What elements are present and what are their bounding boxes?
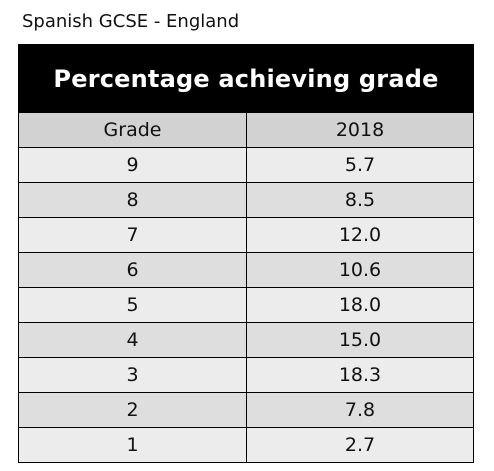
column-header-grade: Grade — [19, 113, 247, 147]
table-row: 4 15.0 — [19, 322, 473, 357]
column-header-year: 2018 — [335, 119, 385, 141]
table-row: 5 18.0 — [19, 287, 473, 322]
table-row: 9 5.7 — [19, 147, 473, 182]
table-body: 9 5.7 8 8.5 7 12.0 6 10.6 5 18.0 4 15.0 3 18.3 2 7.8 1 2.… — [19, 147, 473, 462]
percentage-cell: 8.5 — [344, 189, 376, 211]
percentage-cell: 2.7 — [344, 434, 376, 456]
table-row: 2 7.8 — [19, 392, 473, 427]
table-header-row: Grade 2018 — [19, 112, 473, 147]
percentage-cell: 5.7 — [344, 154, 376, 176]
grade-cell: 5 — [19, 288, 247, 322]
grade-cell: 7 — [19, 218, 247, 252]
grade-cell: 2 — [19, 393, 247, 427]
table-title: Percentage achieving grade — [19, 45, 473, 112]
percentage-cell: 18.3 — [338, 364, 382, 386]
grade-cell: 4 — [19, 323, 247, 357]
percentage-cell: 15.0 — [338, 329, 382, 351]
page-caption: Spanish GCSE - England — [22, 11, 240, 32]
grade-cell: 3 — [19, 358, 247, 392]
table-row: 7 12.0 — [19, 217, 473, 252]
grade-cell: 6 — [19, 253, 247, 287]
percentage-cell: 12.0 — [338, 224, 382, 246]
table-row: 3 18.3 — [19, 357, 473, 392]
table-row: 8 8.5 — [19, 182, 473, 217]
percentage-cell: 7.8 — [344, 399, 376, 421]
grade-cell: 9 — [19, 148, 247, 182]
table-row: 1 2.7 — [19, 427, 473, 462]
grade-cell: 8 — [19, 183, 247, 217]
grade-cell: 1 — [19, 428, 247, 462]
table-row: 6 10.6 — [19, 252, 473, 287]
percentage-cell: 10.6 — [338, 259, 382, 281]
percentage-cell: 18.0 — [338, 294, 382, 316]
